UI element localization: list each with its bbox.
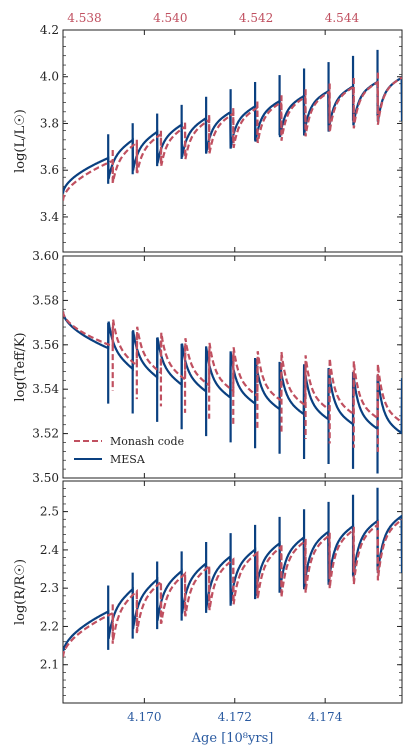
panel-radius: 2.1 2.2 2.3 2.4 2.5 log(R/R☉): [13, 480, 403, 704]
y-tick-label: 3.6: [40, 163, 59, 177]
bottom-axis: 4.170 4.172 4.174: [127, 710, 343, 724]
top-tick-label: 4.538: [67, 11, 101, 25]
y-tick-label: 4.2: [40, 23, 59, 37]
series-lines: [63, 49, 402, 201]
y-axis-label: log(Teff/K): [13, 332, 28, 401]
y-tick-label: 3.52: [32, 427, 59, 441]
monash-line: [63, 311, 402, 424]
y-tick-label: 2.1: [40, 658, 59, 672]
series-lines: [63, 311, 402, 474]
panel-frame: [62, 255, 403, 479]
panel-luminosity: 3.4 3.6 3.8 4.0 4.2 log(L/L☉): [13, 23, 403, 253]
legend: Monash code MESA: [74, 435, 184, 466]
y-tick-label: 3.58: [32, 293, 59, 307]
top-tick-label: 4.544: [325, 11, 360, 25]
y-tick-label: 2.3: [40, 581, 59, 595]
bottom-tick-label: 4.174: [308, 710, 343, 724]
y-tick-label: 3.50: [32, 471, 59, 485]
legend-label-monash: Monash code: [110, 435, 184, 448]
top-axis: 4.538 4.540 4.542 4.544: [67, 11, 359, 25]
y-axis-label: log(L/L☉): [13, 109, 28, 173]
y-tick-label: 3.4: [40, 210, 59, 224]
y-axis: 3.4 3.6 3.8 4.0 4.2: [40, 23, 402, 253]
panel-frame: [62, 480, 403, 704]
legend-label-mesa: MESA: [110, 453, 146, 466]
y-tick-label: 3.8: [40, 116, 59, 130]
top-tick-label: 4.540: [153, 11, 187, 25]
y-axis: 3.50 3.52 3.54 3.56 3.58 3.60: [32, 249, 402, 485]
bottom-tick-label: 4.172: [218, 710, 252, 724]
panel-temperature: 3.50 3.52 3.54 3.56 3.58 3.60 log(Teff/K) Mon…: [13, 249, 403, 485]
y-axis: 2.1 2.2 2.3 2.4 2.5: [40, 480, 402, 704]
y-tick-label: 3.54: [32, 382, 59, 396]
series-lines: [63, 487, 402, 658]
y-tick-label: 2.5: [40, 505, 59, 519]
y-tick-label: 2.2: [40, 619, 59, 633]
y-tick-label: 3.56: [32, 338, 59, 352]
y-tick-label: 2.4: [40, 543, 59, 557]
y-tick-label: 3.60: [32, 249, 59, 263]
x-axis-label: Age [10⁸yrs]: [191, 731, 274, 746]
bottom-tick-label: 4.170: [127, 710, 161, 724]
top-tick-label: 4.542: [239, 11, 273, 25]
panel-frame: [62, 29, 403, 253]
y-axis-label: log(R/R☉): [13, 559, 28, 625]
y-tick-label: 4.0: [40, 70, 59, 84]
